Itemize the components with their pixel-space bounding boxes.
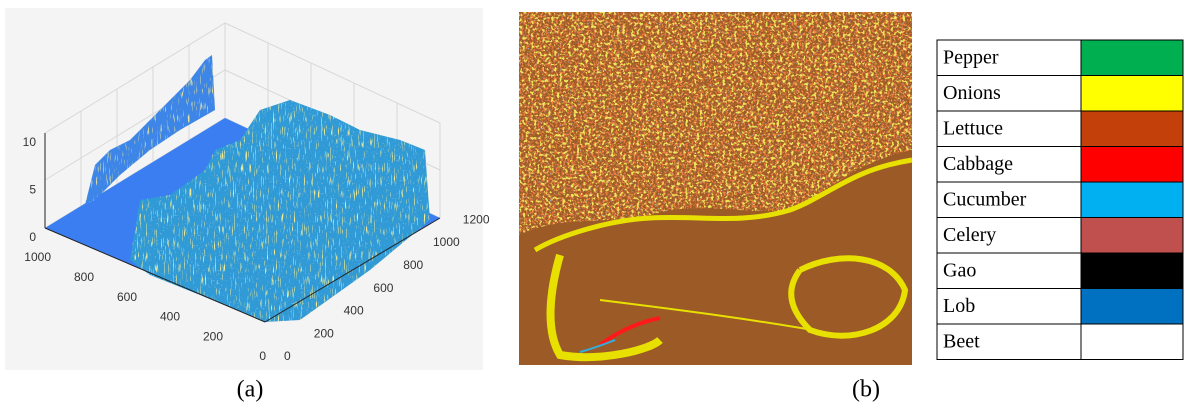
legend-label: Cucumber bbox=[943, 188, 1027, 210]
legend-swatch bbox=[1081, 40, 1183, 76]
legend-label: Celery bbox=[943, 224, 996, 246]
y-tick-label: 1000 bbox=[24, 250, 51, 264]
legend-label: Gao bbox=[943, 259, 976, 281]
y-tick-label: 0 bbox=[259, 349, 266, 363]
z-tick-label: 5 bbox=[29, 183, 36, 197]
z-tick-label: 10 bbox=[23, 135, 37, 149]
legend-label: Pepper bbox=[943, 46, 999, 68]
legend-swatch bbox=[1081, 253, 1183, 289]
x-tick-label: 0 bbox=[284, 349, 291, 363]
caption: (a) bbox=[237, 377, 264, 403]
y-tick-label: 400 bbox=[160, 310, 180, 324]
x-tick-label: 1200 bbox=[463, 212, 490, 226]
classification-map bbox=[519, 12, 912, 365]
page: 0510020040060080010000200400600800100012… bbox=[0, 0, 1193, 405]
legend-swatch bbox=[1081, 182, 1183, 218]
legend-label: Cabbage bbox=[943, 153, 1013, 175]
legend-label: Onions bbox=[943, 82, 1001, 104]
legend-swatch bbox=[1081, 111, 1183, 147]
y-tick-label: 800 bbox=[74, 270, 94, 284]
legend-label: Beet bbox=[943, 330, 980, 352]
figure: 0510020040060080010000200400600800100012… bbox=[0, 0, 1193, 405]
y-tick-label: 200 bbox=[203, 329, 223, 343]
legend-swatch bbox=[1081, 218, 1183, 254]
surface-plot bbox=[5, 8, 483, 370]
y-tick-label: 600 bbox=[117, 290, 137, 304]
legend-swatch bbox=[1081, 76, 1183, 112]
legend-table: Pepper Onions Lettuce Cabbage Cucumber Celery… bbox=[937, 40, 1183, 360]
legend-label: Lettuce bbox=[943, 117, 1003, 139]
legend-swatch bbox=[1081, 147, 1183, 183]
x-tick-label: 200 bbox=[314, 326, 334, 340]
x-tick-label: 1000 bbox=[433, 235, 460, 249]
x-tick-label: 600 bbox=[373, 281, 393, 295]
legend-swatch bbox=[1081, 289, 1183, 325]
legend-swatch bbox=[1081, 324, 1183, 360]
legend-label: Lob bbox=[943, 295, 975, 317]
z-tick-label: 0 bbox=[29, 230, 36, 244]
caption: (b) bbox=[852, 377, 880, 403]
x-tick-label: 400 bbox=[344, 304, 364, 318]
x-tick-label: 800 bbox=[403, 258, 423, 272]
